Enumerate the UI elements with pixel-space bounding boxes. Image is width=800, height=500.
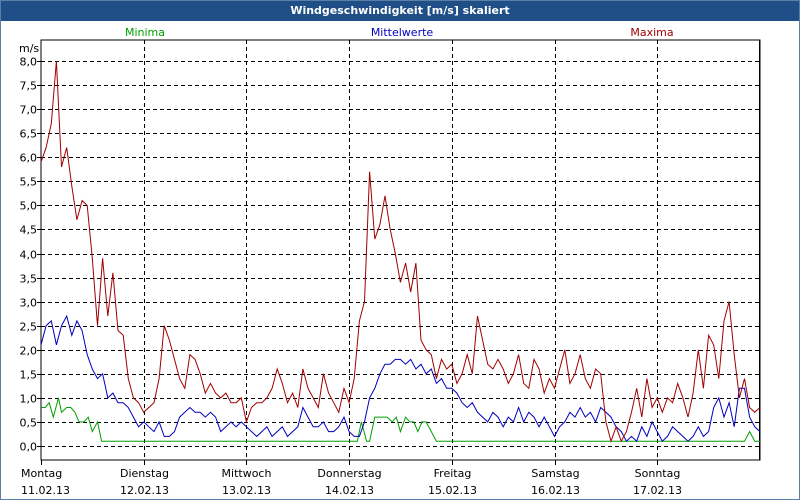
x-tick-day-label: Donnerstag [317, 467, 381, 480]
grid-lines [41, 40, 760, 460]
x-tick-date-label: 13.02.13 [222, 484, 271, 497]
y-tick-label: 8,0 [20, 56, 38, 69]
y-tick-label: 1,5 [20, 369, 38, 382]
x-tick-date-label: 11.02.13 [21, 484, 70, 497]
y-tick-label: 4,5 [20, 224, 38, 237]
x-tick-day-label: Montag [21, 467, 62, 480]
legend-minima: Minima [125, 26, 165, 39]
x-tick-day-label: Mittwoch [222, 467, 272, 480]
y-tick-label: 5,0 [20, 200, 38, 213]
x-tick-day-label: Dienstag [120, 467, 169, 480]
x-tick-date-label: 14.02.13 [325, 484, 374, 497]
x-tick-date-label: 16.02.13 [531, 484, 580, 497]
y-tick-label: 6,5 [20, 128, 38, 141]
y-tick-label: 0,0 [20, 441, 38, 454]
x-tick-date-label: 15.02.13 [428, 484, 477, 497]
x-tick-day-label: Sonntag [635, 467, 681, 480]
x-axis-ticks: Montag 11.02.13 Dienstag 12.02.13 Mittwoch 13… [21, 460, 682, 497]
y-tick-label: 6,0 [20, 152, 38, 165]
y-tick-label: 7,5 [20, 80, 38, 93]
series-line-mittelwerte [40, 314, 761, 443]
x-tick-day-label: Samstag [531, 467, 579, 480]
y-tick-label: 2,5 [20, 321, 38, 334]
window-title: Windgeschwindigkeit [m/s] skaliert [290, 4, 510, 17]
title-bar: Windgeschwindigkeit [m/s] skaliert [1, 1, 799, 21]
legend-mittelwerte: Mittelwerte [371, 26, 434, 39]
series-line-minima [41, 397, 760, 442]
series-lines [40, 60, 761, 443]
y-tick-label: 2,0 [20, 345, 38, 358]
y-tick-label: 3,5 [20, 273, 38, 286]
y-axis-ticks: 0,0 0,5 1,0 1,5 2,0 2,5 3,0 3,5 4,0 4,5 5,0 5,5 6,0 6… [20, 56, 41, 454]
y-tick-label: 5,5 [20, 176, 38, 189]
plot-area [40, 39, 761, 461]
y-axis-unit-label: m/s [19, 42, 39, 55]
x-tick-day-label: Freitag [434, 467, 472, 480]
x-tick-date-label: 17.02.13 [633, 484, 682, 497]
legend-maxima: Maxima [630, 26, 673, 39]
x-tick-date-label: 12.02.13 [120, 484, 169, 497]
series-line-maxima [40, 60, 761, 443]
y-tick-label: 3,0 [20, 297, 38, 310]
y-tick-label: 0,5 [20, 417, 38, 430]
y-tick-label: 4,0 [20, 249, 38, 262]
y-tick-label: 7,0 [20, 104, 38, 117]
y-tick-label: 1,0 [20, 393, 38, 406]
